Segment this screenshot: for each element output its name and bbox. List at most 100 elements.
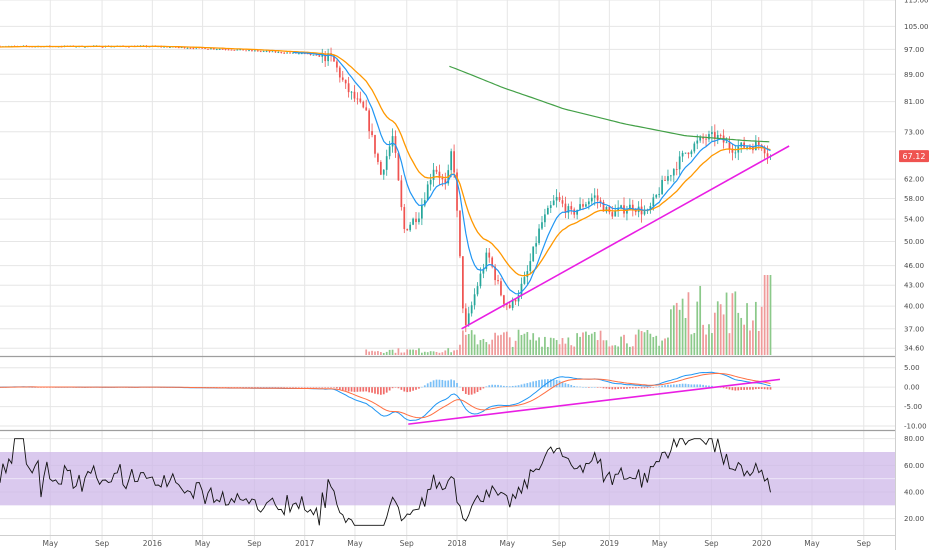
candle-body (412, 218, 414, 225)
candle-body (251, 50, 253, 51)
price-tick-label: 37.00 (904, 325, 924, 333)
macd-axis[interactable]: 5.00 0.00 -5.00 -10.00 (904, 364, 927, 430)
volume-bar (467, 333, 470, 355)
candle-body (473, 294, 476, 306)
candle-body (230, 49, 233, 51)
price-axis[interactable]: 115.00 105.00 97.00 89.00 81.00 73.00 67.12 62.… (899, 0, 929, 353)
macd-histogram-bar (315, 387, 318, 388)
volume-bar (382, 352, 385, 355)
candle-body (242, 49, 245, 51)
price-tick-label: 89.00 (904, 71, 924, 79)
macd-histogram-bar (459, 386, 461, 388)
price-tick-label: 97.00 (904, 46, 924, 54)
candle-body (470, 305, 473, 314)
volume-bar (514, 340, 517, 355)
macd-histogram-bar (549, 379, 552, 388)
macd-histogram-bar (236, 387, 239, 388)
volume-bar (567, 337, 570, 355)
candle-body (558, 196, 561, 201)
volume-bar (623, 334, 625, 355)
time-axis[interactable]: May Sep 2016 May Sep 2017 May Sep 2018 May Sep 2019… (43, 539, 872, 548)
macd-histogram-bar (327, 387, 329, 388)
candle-body (711, 132, 713, 135)
macd-histogram-bar (362, 387, 365, 392)
macd-histogram-bar (672, 384, 675, 388)
macd-histogram-bar (769, 387, 772, 390)
candle-body (649, 206, 652, 210)
volume-bar (429, 351, 432, 355)
candle-body (631, 204, 634, 211)
volume-bar (391, 349, 394, 355)
volume-bar (482, 338, 485, 355)
volume-bar (596, 340, 599, 355)
candle-body (280, 52, 283, 53)
volume-bar (418, 348, 420, 355)
macd-histogram-bar (356, 387, 359, 392)
volume-bar (576, 333, 579, 355)
volume-bar (544, 336, 546, 355)
macd-histogram-bar (479, 387, 482, 391)
candle-body (385, 156, 388, 170)
candle-body (344, 79, 347, 84)
rsi-tick-label: 20.00 (904, 515, 924, 523)
moving-averages (0, 45, 771, 295)
macd-histogram-bar (500, 385, 502, 388)
volume-bar (743, 324, 745, 355)
candle-body (675, 169, 678, 170)
macd-histogram-bar (640, 387, 643, 389)
macd-histogram-bar (248, 387, 250, 388)
volume-bar (456, 349, 458, 355)
volume-bar (368, 351, 370, 355)
candle-body (169, 47, 171, 48)
macd-histogram-bar (268, 387, 271, 388)
candle-body (626, 210, 628, 214)
last-price-label: 67.12 (903, 152, 926, 161)
candle-body (687, 152, 690, 155)
candle-body (321, 53, 324, 57)
price-tick-label: 46.00 (904, 262, 924, 270)
volume-bar (529, 339, 532, 355)
macd-histogram-bar (409, 387, 412, 392)
volume-bar (696, 301, 699, 355)
price-trendline (461, 145, 790, 330)
candle-body (708, 134, 710, 140)
volume-bar (500, 334, 502, 355)
volume-bar (473, 334, 476, 355)
volume-bar (444, 350, 447, 355)
candle-body (546, 207, 549, 215)
candle-body (634, 210, 637, 213)
candle-body (740, 142, 743, 147)
candle-body (163, 46, 165, 48)
macd-histogram-bar (552, 379, 555, 388)
macd-histogram-bar (614, 387, 617, 390)
candle-body (514, 299, 517, 302)
rsi-tick-label: 80.00 (904, 435, 924, 443)
macd-histogram-bar (353, 387, 356, 392)
macd-histogram-bar (585, 387, 587, 388)
candle-body (725, 142, 728, 144)
time-tick-label: Sep (400, 539, 414, 548)
macd-histogram-bar (667, 384, 669, 388)
macd-histogram-bar (503, 385, 505, 388)
candle-body (497, 280, 499, 282)
macd-histogram-bar (283, 387, 286, 388)
macd-histogram-bar (587, 387, 590, 388)
candle-body (523, 277, 526, 284)
macd-histogram-bar (561, 381, 564, 388)
volume-bar (631, 346, 634, 355)
volume-bar (713, 312, 716, 355)
macd-histogram-bar (687, 384, 690, 388)
macd-histogram-bar (532, 381, 535, 388)
volume-bar (541, 346, 543, 355)
rsi-tick-label: 40.00 (904, 489, 924, 497)
candle-body (482, 268, 485, 274)
volume-bar (459, 344, 461, 355)
rsi-axis[interactable]: 80.00 60.00 40.00 20.00 (904, 435, 924, 523)
macd-histogram-bar (523, 383, 526, 388)
macd-histogram-bar (617, 387, 620, 390)
macd-histogram-bar (652, 387, 655, 388)
volume-bar (716, 301, 719, 355)
price-tick-label: 50.00 (904, 238, 924, 246)
candle-body (306, 53, 309, 55)
